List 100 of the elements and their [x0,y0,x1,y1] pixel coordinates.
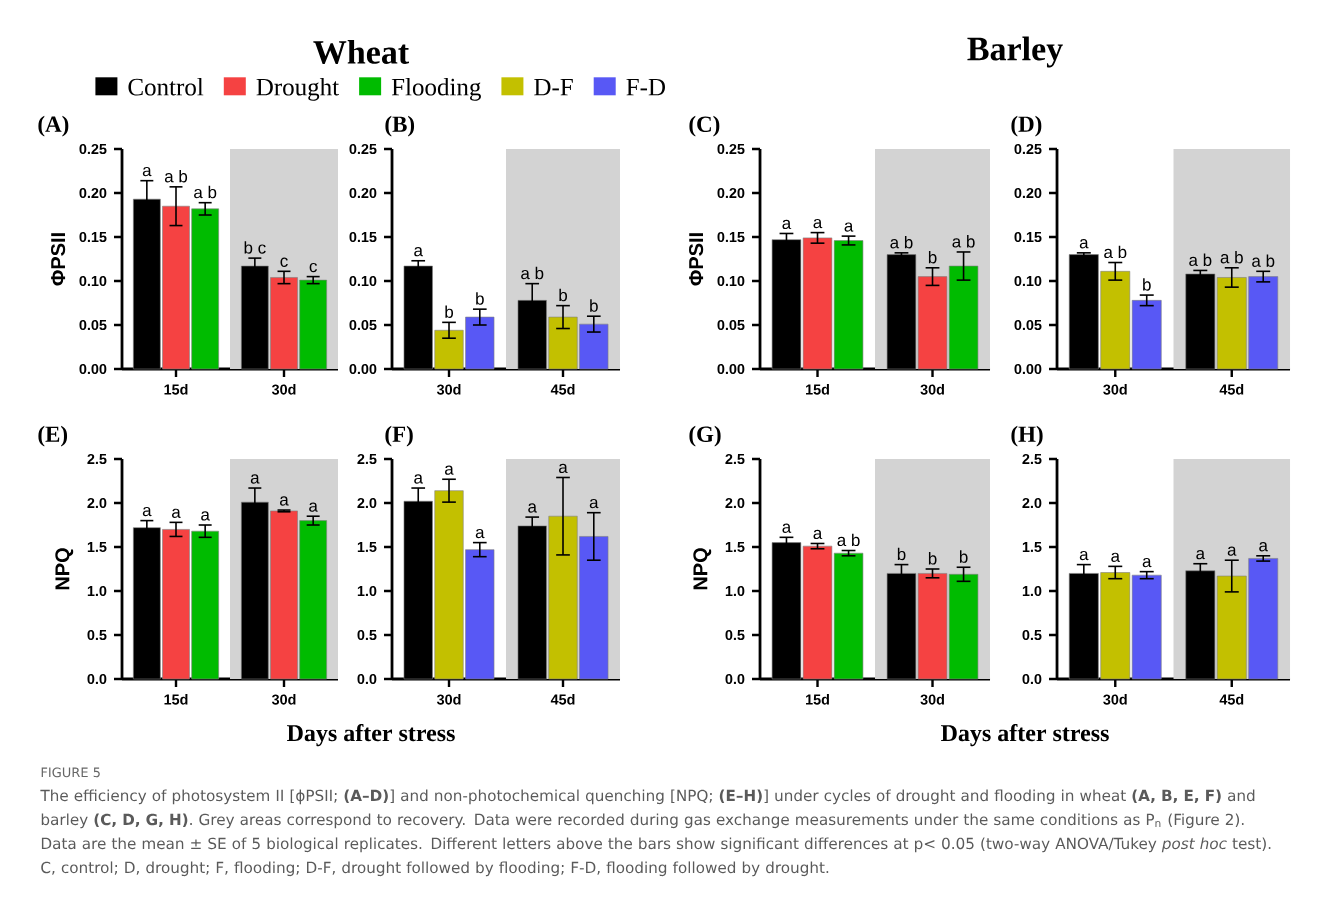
caption: FIGURE 5 [41,767,100,778]
data-label: a [414,247,423,257]
data-label: b [928,250,937,264]
y-axis-title: ΦPSII [51,233,66,286]
data-label: c [309,262,317,273]
data-label: b [1143,278,1151,291]
y-tick-label: 0.15 [349,231,377,243]
data-label: a [475,528,485,539]
y-tick-label: 0.5 [725,629,745,641]
y-tick-label: 0.5 [1022,629,1042,641]
chart-title: (C) [689,115,720,137]
data-label: a [1227,546,1237,556]
data-label: a b [521,266,544,280]
y-axis-title: ΦPSII [689,233,704,286]
x-tick-label: 15d [806,694,829,705]
data-label: b [476,292,484,305]
legend-label: Drought [256,77,339,101]
data-label: a [414,474,423,484]
y-tick-label: 0.10 [1014,275,1042,287]
data-label: a b [1189,253,1212,267]
x-axis-title: Days after stress [941,724,1109,747]
data-label: a b [890,235,913,249]
data-label: a [201,511,210,521]
text: The efficiency of photosystem II [ϕPSII; (A–D)] and non-photochemical quenching [NPQ; (E–H)] under cycles of drought and flooding in wheat (A, B, E, F) and barley (C, D, G, H). Grey areas correspond to recovery. Data were recorded during gas exchange measurements under the same conditions as P$_{n}$ (Figure 2). Data are the mean ± SE of 5 biological replicates. Different letters above the bars show significant differences at p< 0.05 (two-way ANOVA/Tukey post hoc test). C, control; D, drought; F, flooding; D-F, drought followed by flooding; F-D, flooding followed by drought. [40,789,1271,877]
data-label: a [309,502,318,512]
x-tick-label: 30d [1103,384,1127,395]
data-label: b [590,299,598,312]
data-label: a [813,218,823,229]
y-tick-label: 0.00 [79,363,107,375]
y-tick-label: 1.5 [87,541,107,553]
x-tick-label: 45d [550,384,575,395]
x-tick-label: 15d [164,694,188,705]
y-tick-label: 2.0 [87,497,107,509]
legend-label: D-F [534,78,573,96]
y-tick-label: 0.20 [349,187,377,199]
data-label: a b [164,169,188,183]
data-label: a b [194,185,217,199]
y-tick-label: 0.25 [79,143,107,155]
x-tick-label: 30d [436,384,461,395]
y-tick-label: 1.0 [1022,585,1042,597]
x-tick-label: 30d [920,384,944,395]
chart-title: (E) [38,425,68,447]
data-label: a [250,474,260,484]
data-label: a b [837,533,860,547]
y-tick-label: 0.00 [717,363,745,375]
data-label: a [1142,557,1152,568]
chart-title: (B) [385,115,415,137]
data-label: a b [952,235,975,248]
y-tick-label: 0.10 [349,275,377,287]
data-label: a [559,463,568,474]
y-axis-title: NPQ [55,548,74,590]
chart-title: (F) [385,425,413,447]
x-tick-label: 45d [1219,694,1244,705]
data-label: b c [244,241,266,254]
data-label: a b [1220,250,1243,264]
data-label: b [959,550,968,563]
data-label: a [528,503,537,513]
data-label: b [445,305,454,318]
data-label: a [1111,552,1120,562]
chart-title: (H) [1011,425,1043,447]
bar [1131,574,1162,680]
y-tick-label: 2.5 [87,453,107,465]
data-label: a [844,222,854,232]
x-tick-label: 30d [271,384,296,395]
y-tick-label: 0.00 [1014,363,1042,375]
y-axis-title: NPQ [693,548,712,590]
x-tick-label: 45d [550,694,575,705]
x-tick-label: 45d [1219,384,1244,395]
chart-title: (D) [1011,115,1042,137]
data-label: a b [1104,245,1127,259]
y-tick-label: 1.0 [87,585,107,597]
data-label: a [782,219,792,230]
legend-label: Flooding [391,77,481,101]
y-tick-label: 0.25 [717,143,745,155]
data-label: a [172,508,181,518]
y-tick-label: 0.0 [87,673,107,685]
x-tick-label: 30d [436,694,461,705]
y-tick-label: 0.00 [349,363,377,375]
chart-title: (A) [38,115,69,137]
y-tick-label: 2.5 [725,453,745,465]
y-tick-label: 0.25 [1014,143,1042,155]
data-label: a [1079,550,1089,561]
y-tick-label: 1.5 [1022,541,1042,553]
x-tick-label: 15d [164,384,188,395]
y-tick-label: 0.15 [1014,231,1042,243]
y-tick-label: 1.0 [725,585,745,597]
x-tick-label: 30d [920,694,944,705]
y-tick-label: 0.25 [349,143,377,155]
text: Barley [967,36,1063,68]
data-label: a [280,496,289,506]
data-label: c [280,257,288,267]
y-tick-label: 0.15 [79,231,107,243]
y-tick-label: 0.10 [79,275,107,287]
y-tick-label: 0.20 [79,187,107,199]
y-tick-label: 0.0 [725,673,745,685]
bar [1131,300,1162,370]
data-label: a [1196,550,1206,560]
data-label: a [813,529,823,540]
y-tick-label: 0.20 [717,187,745,199]
y-tick-label: 2.0 [357,497,377,509]
